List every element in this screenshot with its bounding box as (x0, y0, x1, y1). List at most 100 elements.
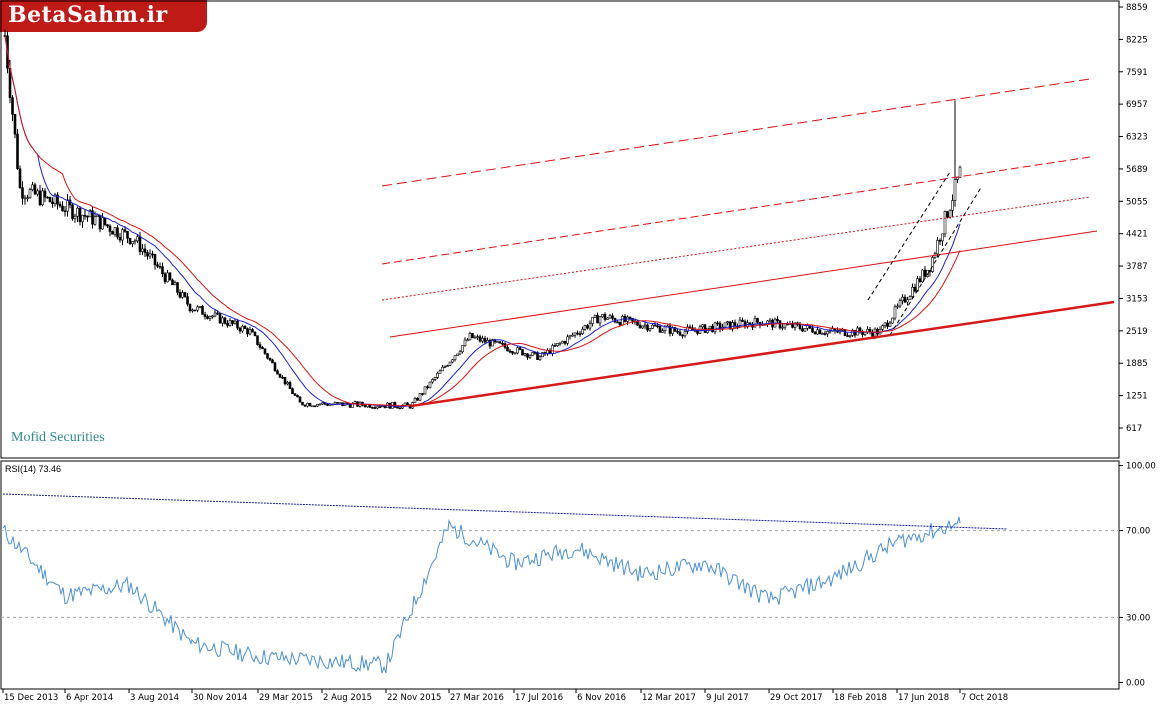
candle-body (891, 317, 894, 324)
candle-body (656, 325, 659, 327)
candle-body (428, 381, 432, 389)
candle-body (441, 366, 444, 372)
candle-body (333, 402, 337, 405)
candle-body (708, 325, 712, 329)
candle-body (523, 353, 527, 356)
candle-body (143, 248, 147, 253)
candle-body (793, 322, 797, 328)
candle-body (813, 331, 817, 335)
candle-body (446, 365, 449, 367)
candle-body (136, 236, 139, 242)
candle-body (248, 329, 252, 335)
rsi-tick-label: 0.00 (1126, 679, 1145, 689)
candle-body (733, 322, 737, 327)
logo: BetaSahm.ir (0, 0, 207, 32)
candle-body (496, 341, 499, 343)
candle-body (553, 345, 557, 347)
candle-body (811, 327, 814, 333)
candle-body (606, 317, 609, 320)
candle-body (726, 321, 729, 324)
candle-body (886, 322, 889, 327)
candle-body (296, 395, 299, 398)
candle-body (203, 314, 207, 317)
candle-body (646, 324, 649, 331)
candle-body (528, 355, 532, 358)
candle-body (223, 317, 227, 324)
candle-body (283, 376, 287, 385)
candle-body (16, 133, 19, 170)
candle-body (716, 322, 719, 325)
candle-body (823, 333, 827, 335)
candle-body (113, 227, 117, 235)
candle-body (406, 402, 409, 406)
candle-body (46, 196, 49, 199)
candle-body (563, 341, 567, 344)
candle-body (286, 382, 289, 385)
candle-body (603, 314, 607, 320)
candle-body (591, 317, 594, 324)
candle-body (451, 359, 454, 363)
candle-body (288, 382, 292, 389)
candle-body (43, 190, 47, 198)
candle-body (608, 315, 612, 319)
date-tick-label: 6 Apr 2014 (66, 693, 113, 703)
candle-body (488, 340, 492, 347)
candle-body (216, 312, 219, 315)
candle-body (403, 402, 407, 406)
date-tick-label: 22 Nov 2015 (387, 693, 441, 703)
candle-body (581, 328, 584, 335)
candle-body (193, 309, 197, 312)
candle-body (58, 203, 62, 207)
candle-body (153, 253, 157, 266)
candle-body (711, 325, 714, 333)
candle-body (678, 331, 682, 336)
candle-body (413, 398, 417, 403)
candle-body (461, 345, 464, 353)
candle-body (181, 292, 184, 298)
candle-body (948, 210, 952, 218)
candle-body (56, 194, 59, 205)
date-tick-label: 9 Jul 2017 (706, 693, 749, 703)
candle-body (531, 352, 534, 356)
candle-body (373, 407, 377, 409)
candle-body (481, 338, 484, 342)
candle-body (263, 348, 267, 354)
candle-body (81, 215, 84, 223)
date-tick-label: 17 Jun 2018 (898, 693, 949, 703)
main-trend-line (410, 300, 1115, 408)
candle-body (261, 347, 264, 350)
candle-body (371, 407, 374, 409)
candle-body (676, 330, 679, 333)
candle-body (98, 214, 102, 230)
candle-body (186, 296, 189, 305)
candle-body (781, 326, 784, 329)
candle-body (596, 314, 599, 324)
candle-body (658, 326, 662, 333)
price-tick-label: 6957 (1126, 100, 1148, 110)
candle-body (438, 370, 442, 374)
candle-body (418, 393, 422, 401)
candle-body (913, 287, 917, 292)
candle-body (268, 357, 272, 361)
candle-body (896, 305, 899, 308)
candle-body (681, 334, 684, 337)
candle-body (243, 326, 247, 329)
candle-body (31, 184, 34, 190)
date-tick-label: 29 Mar 2015 (259, 693, 313, 703)
candle-body (256, 335, 259, 345)
fan-line-2 (889, 185, 983, 336)
candle-body (908, 296, 912, 301)
candle-body (308, 402, 312, 407)
candle-body (491, 339, 494, 347)
candle-body (306, 402, 309, 407)
price-tick-label: 2519 (1126, 327, 1148, 337)
date-tick-label: 18 Feb 2018 (834, 693, 887, 703)
candle-body (956, 177, 959, 180)
candle-body (588, 323, 592, 329)
candle-body (101, 217, 104, 230)
candle-body (453, 355, 457, 361)
candle-body (621, 316, 624, 326)
candle-body (88, 210, 92, 218)
candle-body (576, 332, 579, 335)
